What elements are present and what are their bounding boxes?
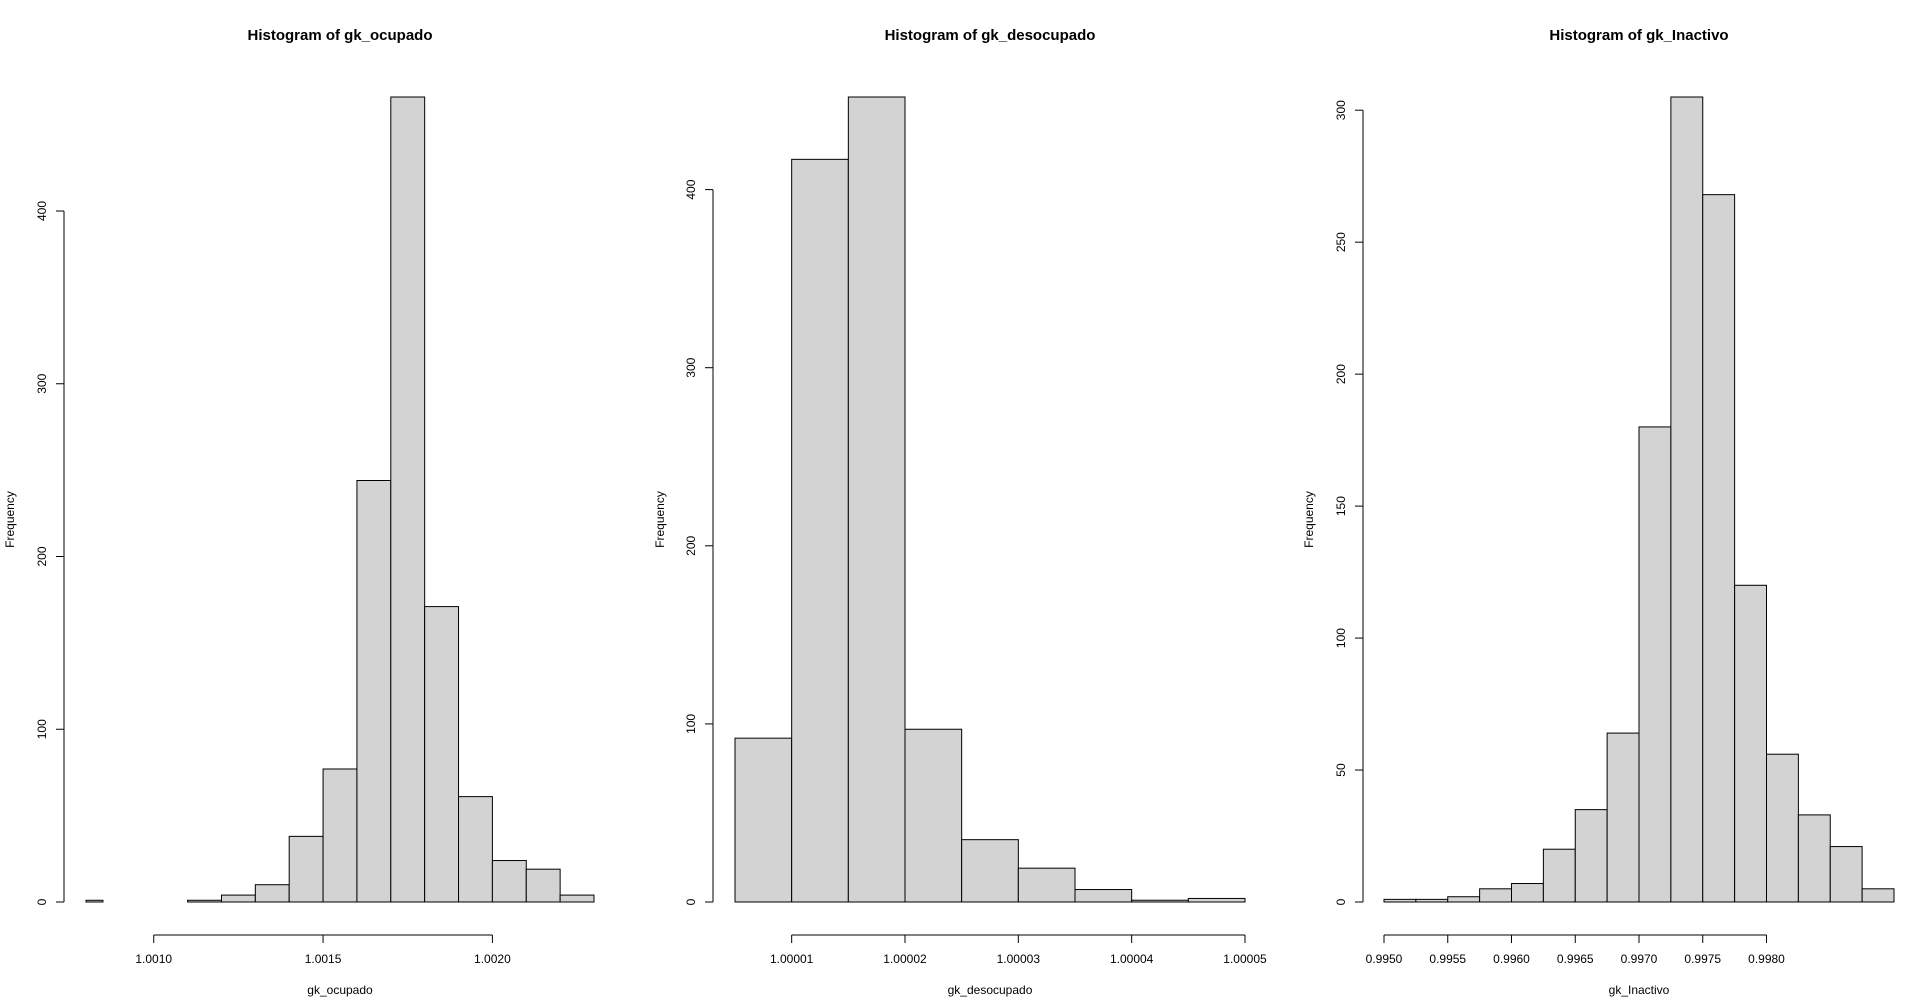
histogram-bar bbox=[356, 479, 392, 903]
histogram-bar bbox=[1829, 846, 1863, 903]
chart-title: Histogram of gk_desocupado bbox=[885, 27, 1096, 44]
histogram-bar bbox=[1702, 194, 1736, 903]
x-axis-label: gk_Inactivo bbox=[1609, 983, 1670, 997]
histogram-bar bbox=[424, 606, 460, 903]
histogram-bar bbox=[1734, 584, 1767, 903]
y-axis-label: Frequency bbox=[3, 491, 17, 548]
y-tick-label: 300 bbox=[1334, 100, 1348, 120]
y-tick-label: 200 bbox=[684, 535, 698, 555]
y-tick-label: 250 bbox=[1334, 232, 1348, 252]
chart-title: Histogram of gk_ocupado bbox=[247, 27, 432, 44]
chart-title: Histogram of gk_Inactivo bbox=[1549, 27, 1728, 44]
y-tick-label: 400 bbox=[35, 201, 49, 221]
x-tick-label: 1.00001 bbox=[770, 952, 814, 966]
y-tick-label: 300 bbox=[684, 357, 698, 377]
y-tick-label: 0 bbox=[35, 898, 49, 905]
y-tick-label: 150 bbox=[1334, 496, 1348, 516]
x-tick-label: 1.0020 bbox=[474, 952, 511, 966]
histogram-bar bbox=[220, 894, 256, 903]
histogram-bar bbox=[1479, 888, 1512, 903]
histogram-bar bbox=[734, 737, 793, 903]
x-tick-label: 1.0010 bbox=[135, 952, 172, 966]
y-axis-label: Frequency bbox=[653, 491, 667, 548]
x-axis-label: gk_ocupado bbox=[307, 983, 373, 997]
x-tick-label: 0.9955 bbox=[1429, 952, 1466, 966]
histogram-bar bbox=[187, 899, 222, 903]
histogram-bar bbox=[1017, 867, 1076, 903]
histogram-panel-gk-desocupado: Histogram of gk_desocupado 0 100 200 300 400 F… bbox=[653, 27, 1267, 997]
histogram-panel-gk-ocupado: Histogram of gk_ocupado 0 100 200 300 400 Freq… bbox=[3, 27, 595, 997]
histogram-bar bbox=[1187, 897, 1246, 903]
histogram-bar bbox=[1542, 848, 1576, 903]
x-tick-label: 1.00004 bbox=[1110, 952, 1154, 966]
histogram-bar bbox=[559, 894, 595, 903]
histogram-bar bbox=[1383, 898, 1417, 903]
x-tick-label: 0.9970 bbox=[1621, 952, 1658, 966]
x-tick-label: 0.9975 bbox=[1684, 952, 1721, 966]
y-tick-label: 200 bbox=[1334, 364, 1348, 384]
histogram-bar bbox=[1861, 888, 1895, 903]
histogram-bar bbox=[491, 860, 527, 903]
histogram-bar bbox=[1074, 889, 1133, 903]
x-tick-label: 1.0015 bbox=[305, 952, 342, 966]
y-tick-label: 100 bbox=[684, 714, 698, 734]
y-tick-label: 400 bbox=[684, 179, 698, 199]
histogram-bar bbox=[791, 158, 849, 903]
histogram-bar bbox=[322, 768, 358, 903]
histogram-bar bbox=[847, 96, 906, 903]
histogram-panel-gk-inactivo: Histogram of gk_Inactivo 0 50 100 150 200 250 3… bbox=[1302, 27, 1895, 997]
histogram-bar bbox=[1415, 898, 1449, 903]
y-tick-label: 300 bbox=[35, 373, 49, 393]
y-tick-label: 0 bbox=[684, 898, 698, 905]
histogram-bar bbox=[1606, 732, 1640, 903]
histogram-bar bbox=[1511, 883, 1544, 903]
histogram-bar bbox=[1447, 896, 1481, 903]
histogram-bar bbox=[85, 899, 104, 903]
histogram-bar bbox=[288, 835, 324, 903]
histogram-bar bbox=[254, 884, 290, 903]
histogram-bar bbox=[904, 728, 963, 903]
x-tick-label: 0.9950 bbox=[1366, 952, 1403, 966]
x-tick-label: 0.9980 bbox=[1748, 952, 1785, 966]
histogram-bar bbox=[390, 96, 426, 903]
x-tick-label: 0.9960 bbox=[1493, 952, 1530, 966]
y-tick-label: 50 bbox=[1334, 763, 1348, 777]
histogram-bar bbox=[1766, 753, 1799, 903]
histogram-bar bbox=[525, 868, 561, 903]
x-tick-label: 1.00003 bbox=[997, 952, 1041, 966]
histogram-bar bbox=[458, 796, 493, 903]
x-tick-label: 1.00005 bbox=[1223, 952, 1267, 966]
histogram-bar bbox=[1131, 899, 1189, 903]
x-axis-label: gk_desocupado bbox=[948, 983, 1033, 997]
histogram-bar bbox=[1670, 96, 1704, 903]
y-tick-label: 100 bbox=[1334, 628, 1348, 648]
histogram-bar bbox=[961, 839, 1019, 903]
x-tick-label: 1.00002 bbox=[883, 952, 927, 966]
y-axis-label: Frequency bbox=[1302, 491, 1316, 548]
y-tick-label: 0 bbox=[1334, 898, 1348, 905]
y-tick-label: 200 bbox=[35, 546, 49, 566]
y-tick-label: 100 bbox=[35, 719, 49, 739]
histogram-bar bbox=[1574, 809, 1608, 903]
histogram-bar bbox=[1638, 426, 1672, 903]
x-tick-label: 0.9965 bbox=[1557, 952, 1594, 966]
histogram-bar bbox=[1797, 814, 1831, 903]
